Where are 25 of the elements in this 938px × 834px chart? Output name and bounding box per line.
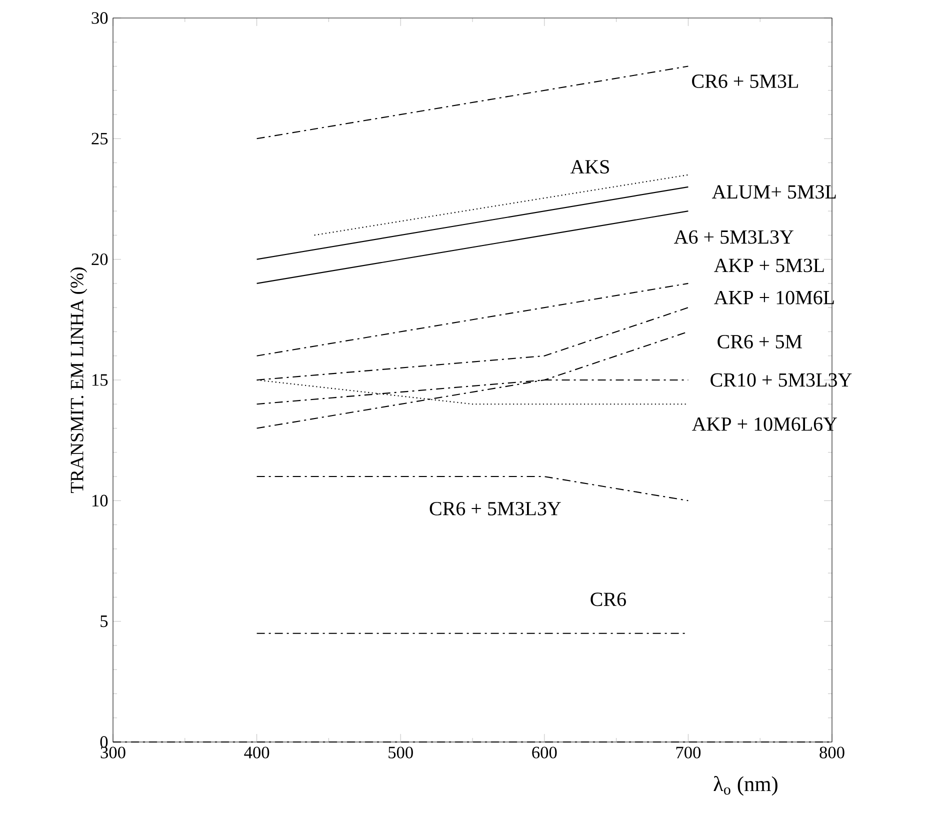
series-label: A6 + 5M3L3Y	[674, 230, 794, 244]
y-tick-label: 15	[92, 374, 108, 386]
y-tick-label: 5	[100, 616, 108, 628]
x-axis-title: λ$_{o}$ (nm)	[714, 776, 778, 796]
series-label: CR6 + 5M	[718, 335, 802, 348]
x-tick-label: 600	[532, 746, 557, 758]
series-label: CR10 + 5M3L3Y	[710, 373, 852, 387]
y-tick-label: 30	[92, 12, 108, 24]
x-tick-label: 500	[388, 746, 413, 758]
y-tick-label: 25	[92, 132, 108, 144]
series-label: AKP + 5M3L	[714, 258, 824, 272]
series-label: AKS	[570, 160, 609, 174]
series-label: ALUM+ 5M3L	[712, 185, 836, 199]
y-axis-title: TRANSMIT. EM LINHA (%)	[70, 267, 88, 494]
x-tick-label: 800	[820, 746, 844, 758]
series-label: AKP + 10M6L	[714, 290, 834, 304]
x-tick-label: 700	[676, 746, 701, 758]
y-tick-label: 20	[92, 253, 108, 266]
series-label: CR6	[590, 592, 626, 606]
series-label: CR6 + 5M3L	[692, 74, 798, 88]
series-label: CR6 + 5M3L3Y	[430, 502, 561, 516]
series-label: AKP + 10M6L6Y	[692, 417, 838, 431]
y-tick-label: 10	[92, 494, 108, 506]
x-tick-label: 400	[244, 746, 270, 758]
x-tick-label: 300	[100, 746, 126, 758]
